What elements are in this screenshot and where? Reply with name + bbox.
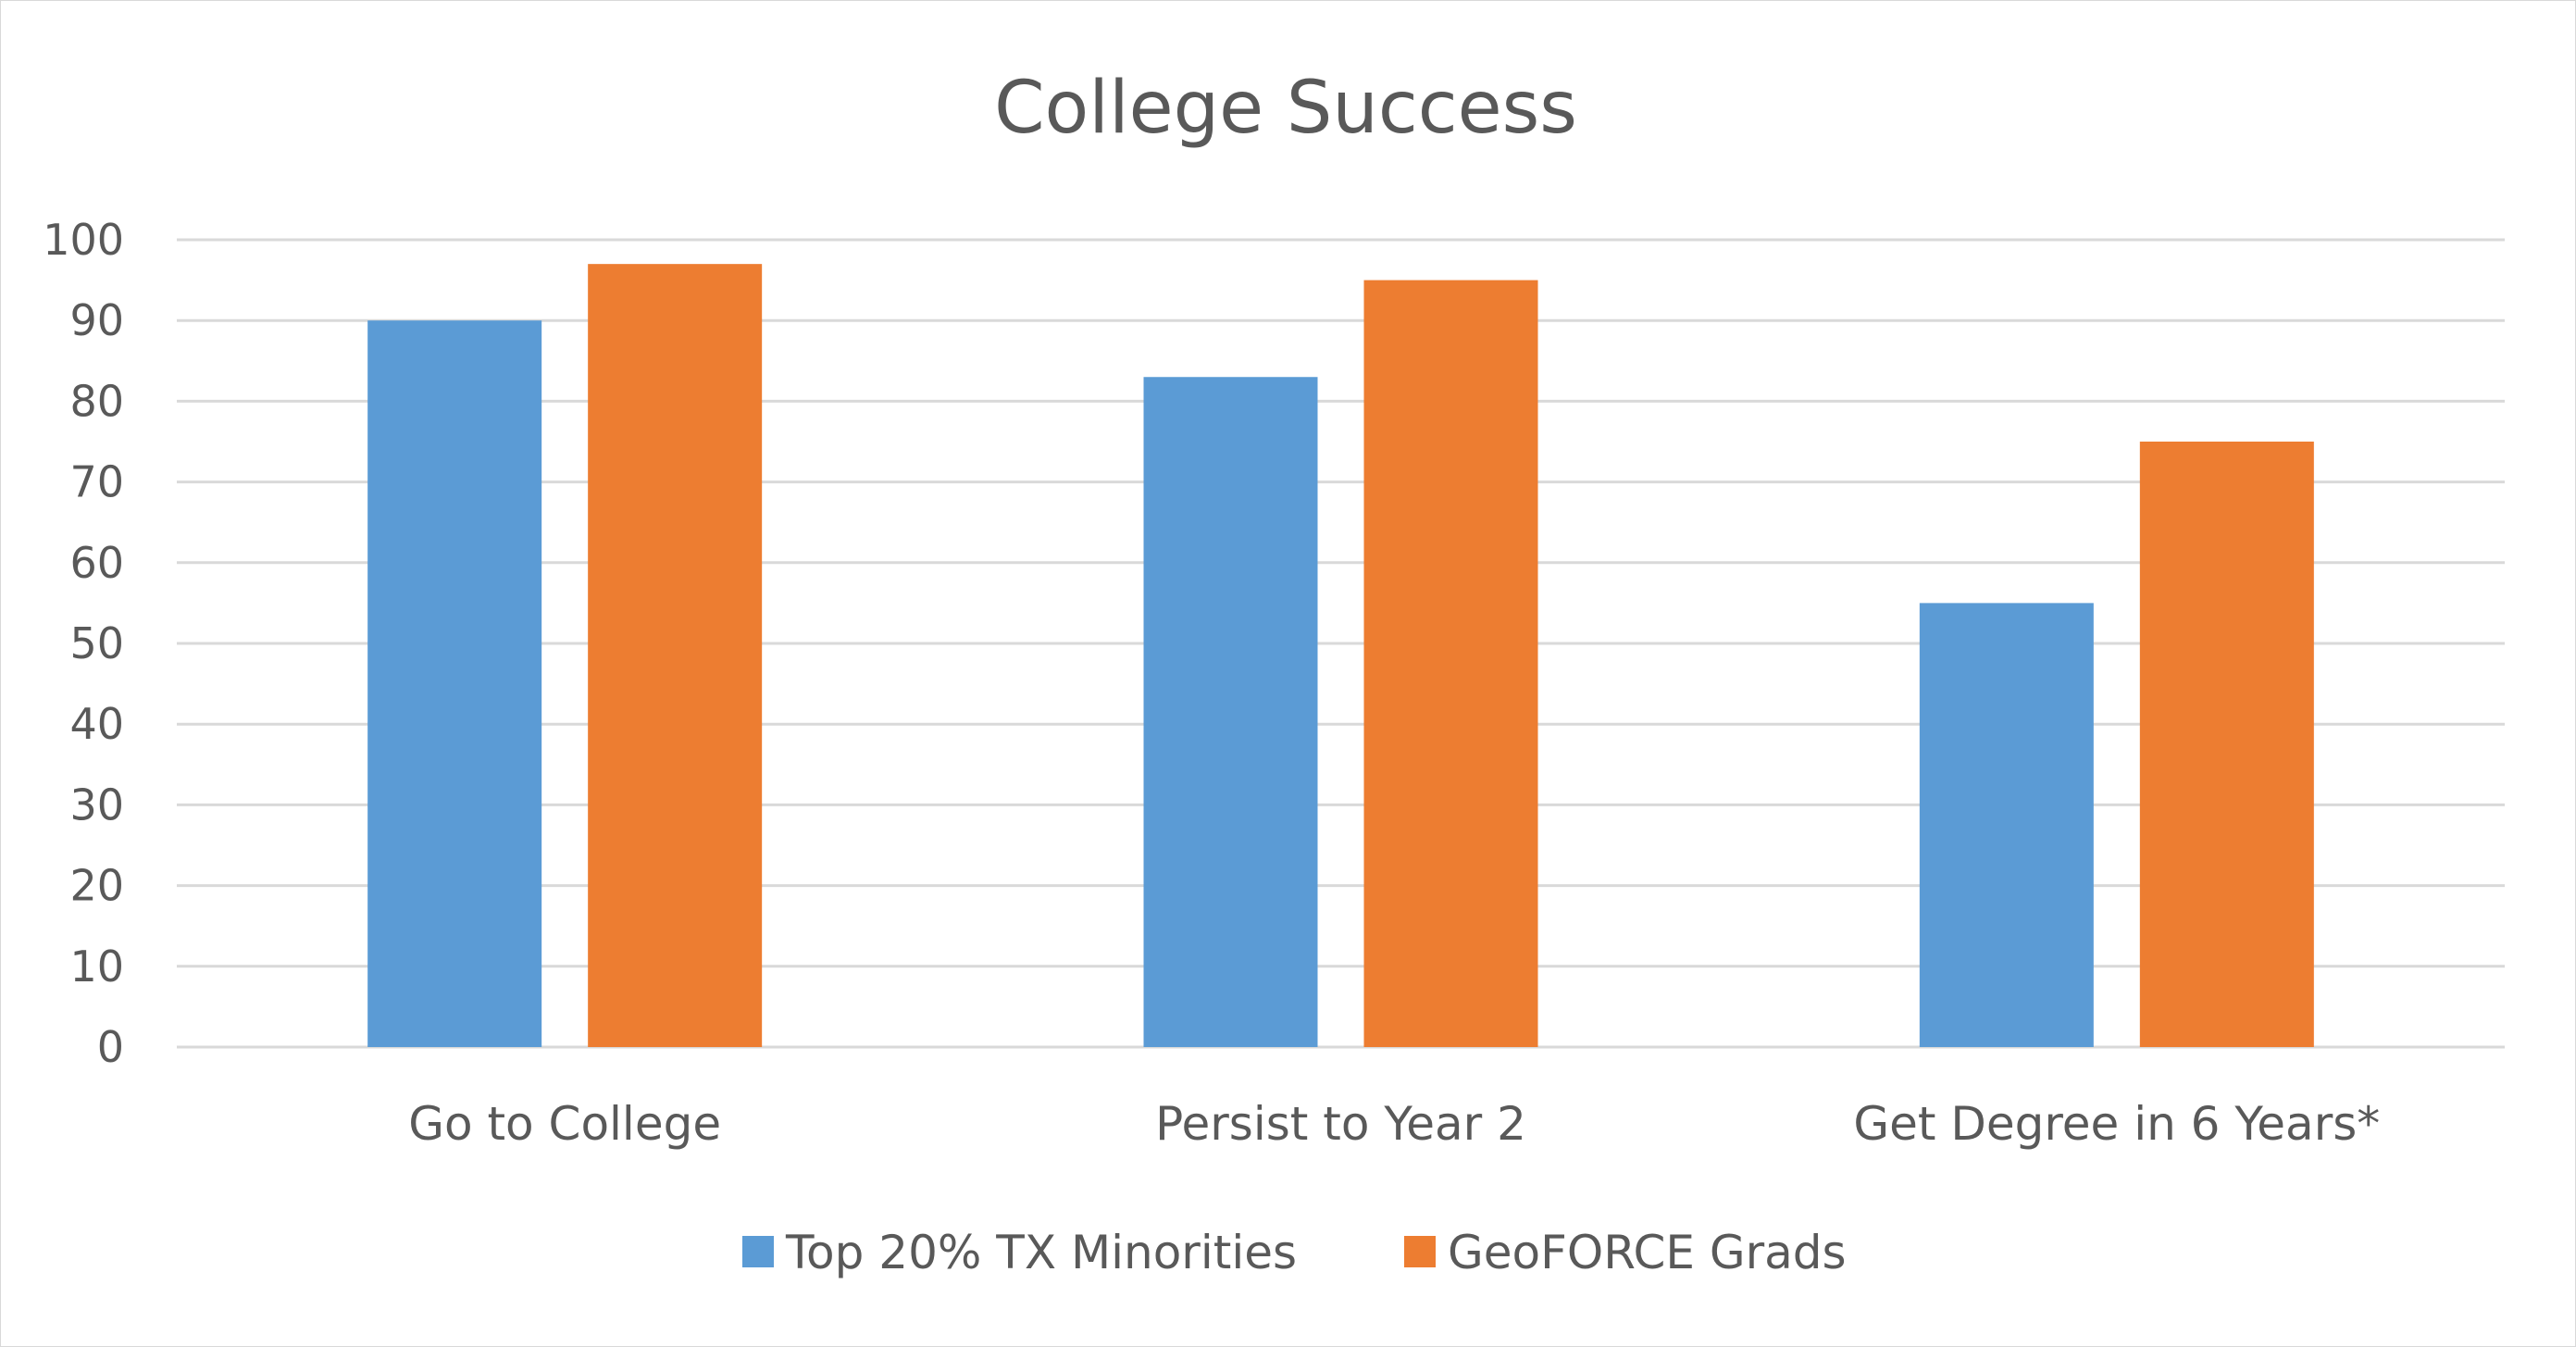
y-tick-label: 90 [69,295,124,345]
y-tick-label: 100 [43,215,124,265]
bar [1919,603,2094,1047]
y-tick-label: 50 [69,618,124,668]
bar [588,264,763,1047]
x-category-label: Get Degree in 6 Years* [1853,1097,2380,1151]
legend: Top 20% TX Minorities GeoFORCE Grads [742,1226,1847,1279]
legend-label: Top 20% TX Minorities [785,1226,1297,1279]
y-tick-label: 40 [69,699,124,749]
legend-swatch [1404,1236,1436,1267]
bars [367,264,2314,1048]
chart-title: College Success [994,67,1577,150]
bar [2139,442,2314,1047]
bar [1143,377,1318,1047]
y-tick-label: 20 [69,861,124,911]
y-tick-label: 30 [69,780,124,829]
legend-label: GeoFORCE Grads [1448,1226,1847,1279]
y-tick-label: 60 [69,538,124,588]
y-tick-label: 10 [69,942,124,992]
legend-swatch [742,1236,774,1267]
x-category-label: Go to College [408,1097,721,1151]
y-axis-tick-labels: 0 10 20 30 40 50 60 70 80 90 100 [43,215,124,1072]
gridlines [177,238,2505,1049]
x-category-label: Persist to Year 2 [1155,1097,1526,1151]
y-tick-label: 0 [97,1022,124,1072]
x-axis-category-labels: Go to College Persist to Year 2 Get Degree… [408,1097,2380,1151]
y-tick-label: 70 [69,457,124,507]
y-tick-label: 80 [69,376,124,426]
bar [367,320,542,1047]
bar [1363,280,1538,1048]
